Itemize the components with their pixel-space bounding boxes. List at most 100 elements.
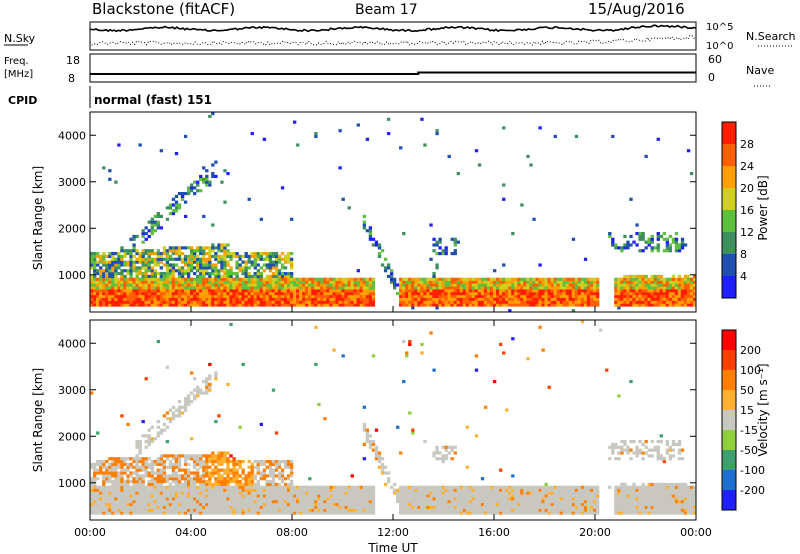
- velocity-cell: [244, 485, 248, 489]
- velocity-cell: [420, 342, 424, 347]
- power-cell: [629, 289, 633, 293]
- power-cell: [483, 277, 488, 281]
- power-cell: [429, 289, 433, 293]
- power-cell: [159, 266, 164, 270]
- power-cell: [196, 280, 200, 284]
- power-cell: [383, 257, 388, 261]
- power-cell: [453, 303, 457, 307]
- velocity-cell: [156, 505, 160, 509]
- velocity-cell: [174, 508, 179, 512]
- power-cell: [492, 283, 497, 287]
- power-cell: [205, 294, 209, 299]
- power-cell: [589, 300, 594, 304]
- velocity-cell: [189, 480, 194, 484]
- power-cell: [247, 286, 251, 290]
- power-cell: [456, 283, 460, 287]
- power-cell: [359, 297, 363, 301]
- power-cell: [438, 283, 442, 287]
- power-cell: [614, 300, 618, 304]
- power-cell: [565, 280, 570, 284]
- power-cell: [217, 292, 221, 296]
- velocity-cell: [217, 480, 221, 484]
- power-cell: [150, 292, 154, 296]
- velocity-cell: [168, 462, 173, 467]
- power-cell: [90, 257, 94, 261]
- velocity-cell: [438, 451, 442, 455]
- power-cell: [217, 280, 221, 284]
- velocity-cell: [220, 497, 224, 501]
- velocity-cell: [511, 474, 515, 478]
- power-cell: [277, 292, 282, 296]
- velocity-cell: [108, 494, 112, 498]
- velocity-cell: [208, 377, 212, 381]
- velocity-cell: [168, 460, 173, 464]
- velocity-cell: [253, 502, 257, 507]
- velocity-cell: [256, 482, 260, 487]
- velocity-cell: [399, 505, 403, 509]
- velocity-cell: [553, 502, 557, 507]
- velocity-cell: [465, 511, 470, 515]
- velocity-cell: [338, 505, 342, 509]
- power-cell: [193, 297, 197, 301]
- power-cell: [668, 286, 673, 290]
- velocity-cell: [193, 488, 197, 492]
- velocity-cell: [241, 500, 245, 504]
- power-cell: [202, 303, 206, 307]
- power-cell: [677, 249, 682, 253]
- velocity-cell: [99, 502, 103, 507]
- power-cell: [108, 292, 112, 296]
- velocity-cell: [344, 485, 348, 489]
- velocity-cell: [153, 497, 157, 501]
- power-cell: [647, 243, 651, 247]
- power-cell: [635, 286, 639, 290]
- power-cell: [565, 283, 570, 287]
- power-cell: [114, 283, 118, 287]
- power-cell: [90, 266, 94, 270]
- velocity-cell: [235, 488, 239, 492]
- power-cell: [108, 274, 112, 279]
- power-cell: [259, 292, 264, 296]
- power-cell: [120, 272, 124, 276]
- power-cell: [168, 303, 173, 307]
- power-cell: [393, 280, 397, 284]
- power-cell: [496, 297, 500, 301]
- velocity-cell: [141, 485, 145, 489]
- velocity-cell: [435, 511, 439, 515]
- power-cell: [259, 277, 264, 281]
- velocity-cell: [102, 494, 106, 498]
- power-cell: [432, 294, 436, 299]
- power-cell: [580, 292, 585, 296]
- power-cell: [199, 269, 203, 273]
- power-cell: [332, 283, 336, 287]
- velocity-cell: [93, 480, 97, 484]
- power-cell: [293, 120, 297, 124]
- power-cell: [574, 297, 579, 301]
- velocity-cell: [468, 511, 473, 515]
- velocity-cell: [405, 497, 409, 501]
- velocity-cell: [411, 505, 415, 509]
- velocity-cell: [174, 497, 179, 501]
- power-cell: [286, 257, 291, 261]
- power-cell: [217, 243, 221, 247]
- power-cell: [456, 277, 460, 281]
- velocity-cell: [235, 500, 239, 504]
- power-cell: [183, 294, 188, 299]
- power-cell: [199, 300, 203, 304]
- velocity-cell: [144, 434, 148, 438]
- power-cell: [399, 294, 403, 299]
- power-cell: [362, 289, 367, 293]
- power-cell: [417, 289, 421, 293]
- power-cell: [632, 286, 636, 290]
- velocity-cell: [289, 468, 294, 472]
- velocity-cell: [226, 468, 230, 472]
- power-cell: [626, 280, 630, 284]
- power-cell: [323, 292, 327, 296]
- power-cell: [223, 303, 227, 307]
- power-cell: [102, 272, 106, 276]
- power-cell: [189, 246, 194, 250]
- power-cell: [205, 169, 209, 173]
- power-cell: [317, 300, 321, 304]
- power-cell: [96, 263, 100, 267]
- velocity-cell: [280, 511, 285, 515]
